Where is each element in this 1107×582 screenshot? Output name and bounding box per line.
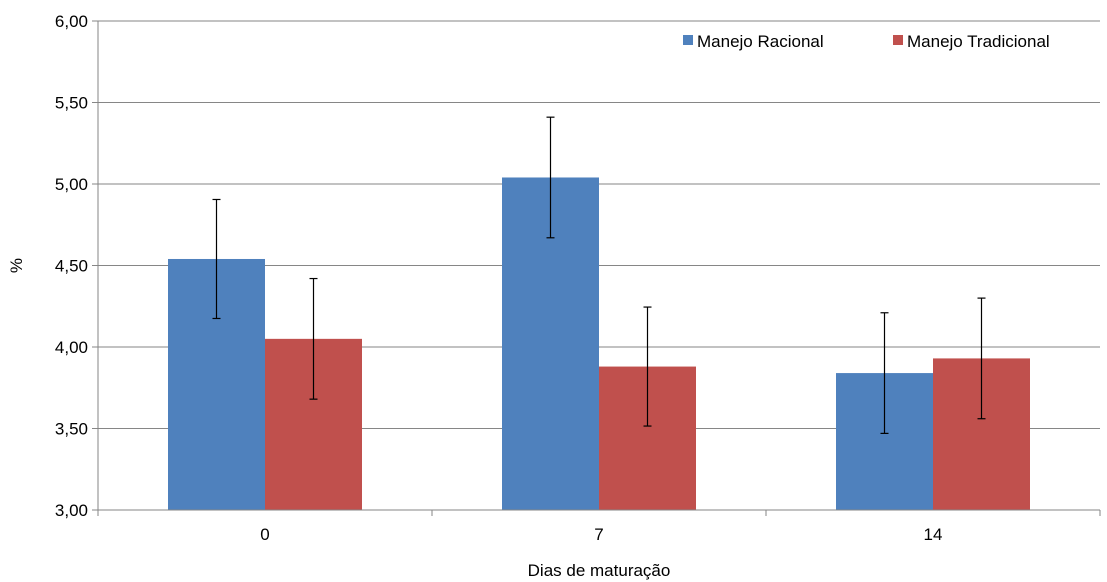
y-axis-title: % <box>7 258 26 273</box>
y-tick-label: 4,00 <box>55 338 88 357</box>
x-tick-label: 14 <box>924 525 943 544</box>
y-tick-label: 3,00 <box>55 501 88 520</box>
error-bars <box>212 116 986 434</box>
legend: Manejo Racional Manejo Tradicional <box>683 32 1050 51</box>
legend-label: Manejo Tradicional <box>907 32 1050 51</box>
legend-swatch <box>893 35 903 45</box>
x-tick-label: 0 <box>260 525 269 544</box>
y-tick-label: 3,50 <box>55 420 88 439</box>
x-axis-title: Dias de maturação <box>528 561 671 580</box>
y-tick-label: 4,50 <box>55 257 88 276</box>
bars <box>168 177 1030 511</box>
y-tick-label: 5,50 <box>55 94 88 113</box>
legend-swatch <box>683 35 693 45</box>
x-tick-label: 7 <box>594 525 603 544</box>
legend-label: Manejo Racional <box>697 32 824 51</box>
tick-labels: 3,00 3,50 4,00 4,50 5,00 5,50 6,00 0 7 14 <box>55 12 943 544</box>
axes <box>92 20 1101 516</box>
y-tick-label: 5,00 <box>55 175 88 194</box>
y-tick-label: 6,00 <box>55 12 88 31</box>
